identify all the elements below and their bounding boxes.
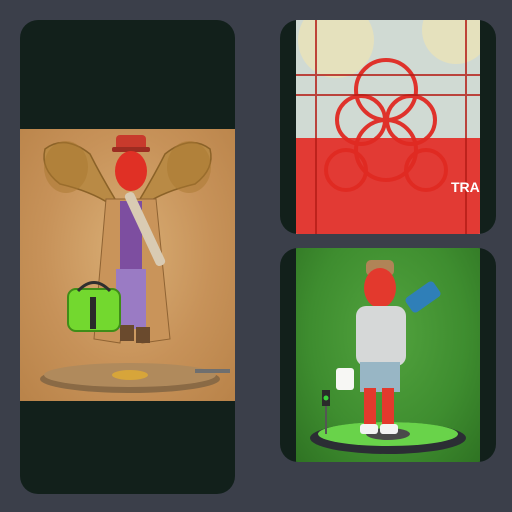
gramophone-horn-right [139, 141, 212, 205]
turntable [40, 363, 230, 393]
poster-corner-text: TRA [451, 179, 480, 195]
gramophone-horn-left [43, 141, 116, 205]
traffic-signal-icon [322, 390, 330, 434]
gallery-card-3[interactable] [280, 248, 496, 462]
stamp-poster-image: TRA [296, 20, 480, 234]
gallery-card-1[interactable] [20, 20, 235, 494]
figure-green [336, 260, 441, 434]
figure-gramophone-image [20, 129, 235, 401]
figure-skateboard-image [296, 248, 480, 462]
green-bag [67, 281, 121, 332]
gallery-card-2[interactable]: TRA [280, 20, 496, 234]
